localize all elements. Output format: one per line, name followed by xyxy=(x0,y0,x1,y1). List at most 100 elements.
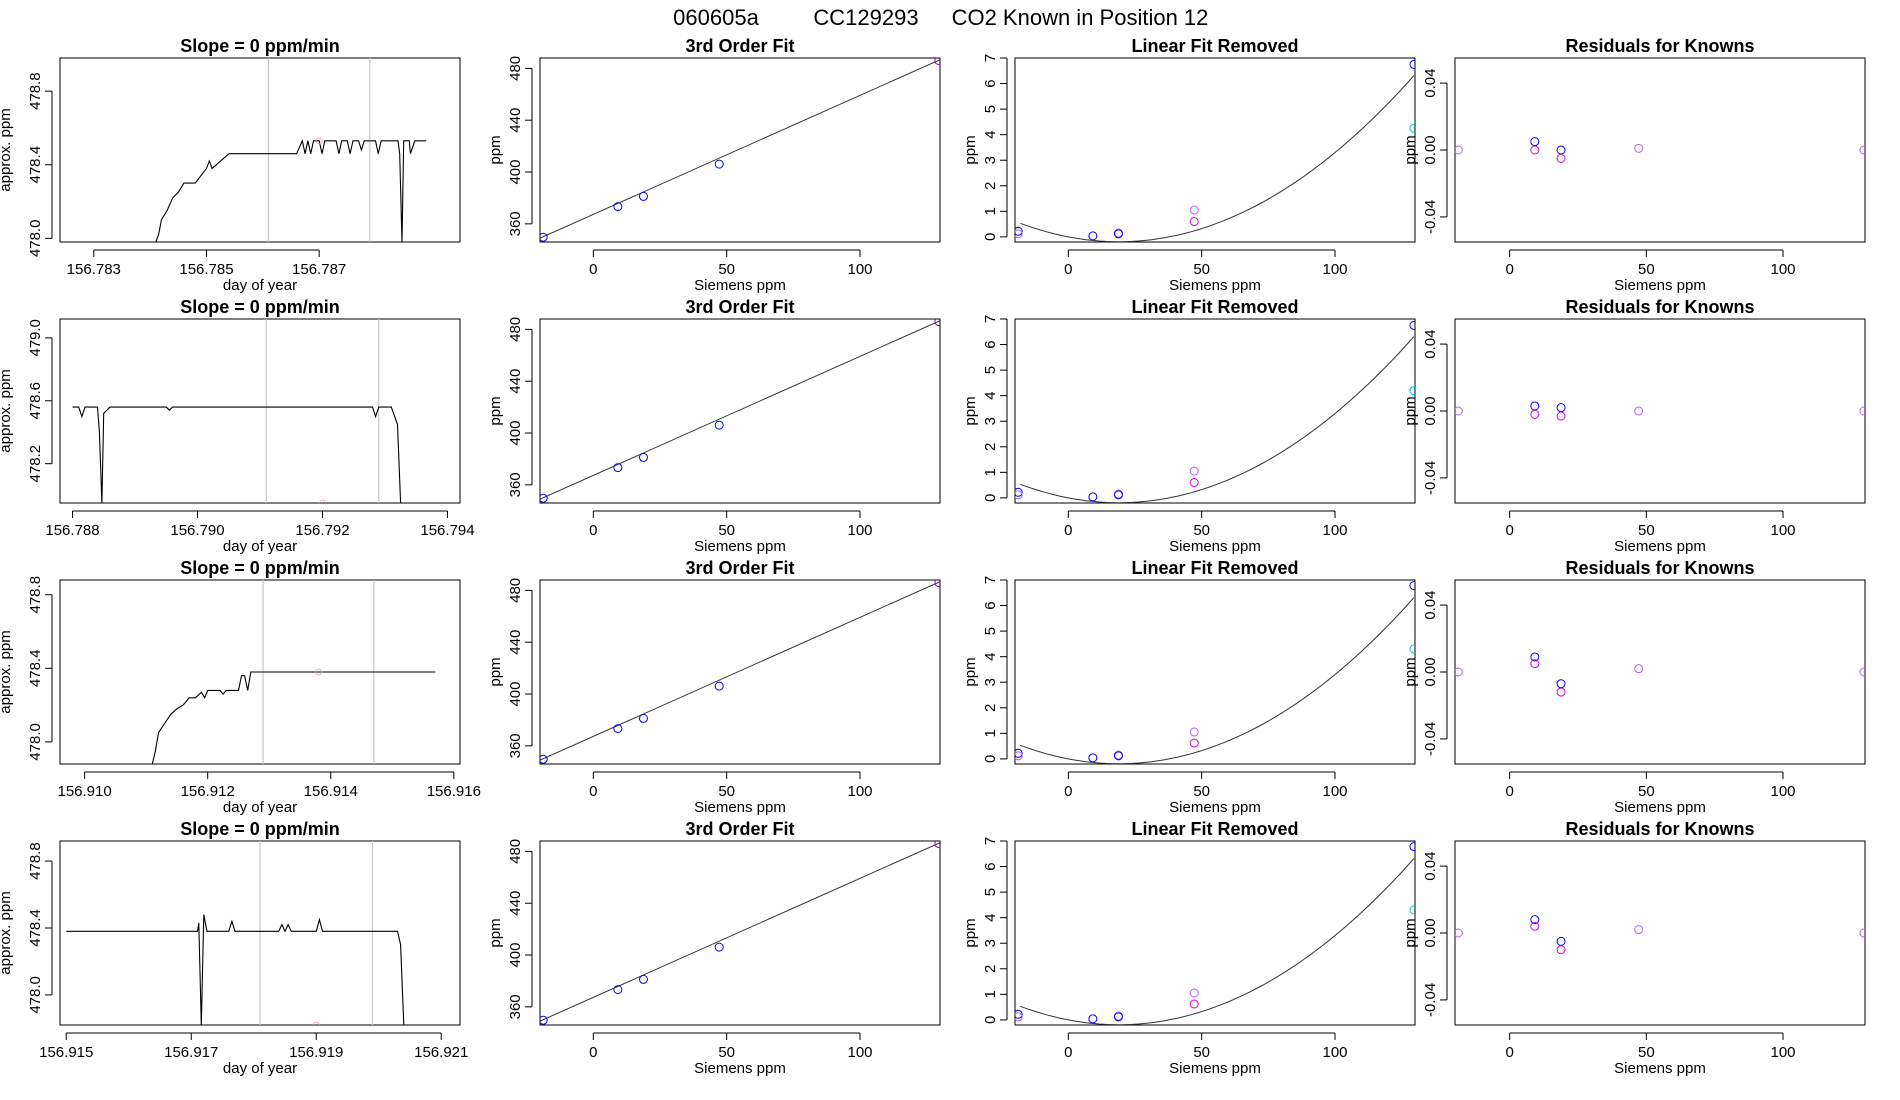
x-tick-label: 0 xyxy=(1505,522,1513,539)
y-tick-label: 440 xyxy=(507,108,524,133)
y-tick-label: 440 xyxy=(507,630,524,655)
plot-frame xyxy=(539,579,941,765)
panel-res-1: Residuals for Knowns 0 50 100 Siemens ppm -0.… xyxy=(1402,36,1866,294)
y-tick-label: 478.4 xyxy=(27,650,44,688)
removed-point xyxy=(1189,478,1199,488)
y-tick-label: 4 xyxy=(982,391,999,399)
x-tick-label: 156.787 xyxy=(292,261,346,278)
panel-res-4: Residuals for Knowns 0 50 100 Siemens ppm -0.… xyxy=(1402,819,1866,1077)
y-tick-label: 0.00 xyxy=(1422,396,1439,425)
x-tick-label: 50 xyxy=(1193,261,1210,278)
y-tick-label: 480 xyxy=(507,839,524,864)
x-axis-label: day of year xyxy=(223,538,297,555)
y-axis-label: approx. ppm xyxy=(0,891,14,974)
y-tick-label: 3 xyxy=(982,156,999,164)
y-tick-label: 400 xyxy=(507,943,524,968)
y-tick-label: 480 xyxy=(507,578,524,603)
x-tick-label: 50 xyxy=(718,261,735,278)
y-tick-label: 6 xyxy=(982,862,999,870)
x-tick-label: 156.912 xyxy=(181,783,235,800)
x-tick-label: 100 xyxy=(847,1044,872,1061)
residual-point xyxy=(1556,153,1566,163)
x-tick-label: 50 xyxy=(1193,522,1210,539)
residual-point xyxy=(1634,664,1644,674)
y-tick-label: 0.00 xyxy=(1422,657,1439,686)
y-tick-label: 5 xyxy=(982,105,999,113)
known-point xyxy=(1189,466,1199,476)
x-tick-label: 50 xyxy=(1193,783,1210,800)
x-axis-label: Siemens ppm xyxy=(1169,799,1261,816)
x-tick-label: 0 xyxy=(1064,522,1072,539)
plot-area xyxy=(540,580,940,764)
y-tick-label: 0 xyxy=(982,233,999,241)
y-tick-label: 2 xyxy=(982,443,999,451)
known-point xyxy=(1015,1009,1023,1019)
removed-point xyxy=(1409,123,1415,133)
x-axis-label: Siemens ppm xyxy=(1614,1060,1706,1077)
panel-title: 3rd Order Fit xyxy=(685,36,794,56)
plot-area xyxy=(1455,652,1865,697)
y-tick-label: 4 xyxy=(982,652,999,660)
known-point xyxy=(1113,751,1123,761)
figure-title: 060605a CC129293 CO2 Known in Position 1… xyxy=(673,5,1208,30)
y-tick-label: 478.2 xyxy=(27,445,44,483)
panel-fit-3: 3rd Order Fit 0 50 100 Siemens ppm 360 400 440 4… xyxy=(487,558,941,816)
plot-area xyxy=(540,841,940,1025)
residual-point xyxy=(1556,679,1566,689)
known-point xyxy=(1088,231,1098,241)
plot-area xyxy=(1015,320,1415,503)
x-axis-label: Siemens ppm xyxy=(1614,799,1706,816)
panel-res-2: Residuals for Knowns 0 50 100 Siemens ppm -0.… xyxy=(1402,297,1866,555)
plot-frame xyxy=(1454,57,1866,243)
panel-title: Slope = 0 ppm/min xyxy=(180,819,340,839)
x-axis-label: day of year xyxy=(223,1060,297,1077)
y-tick-label: 5 xyxy=(982,627,999,635)
panel-title: 3rd Order Fit xyxy=(685,819,794,839)
x-tick-label: 0 xyxy=(1064,783,1072,800)
x-tick-label: 100 xyxy=(1770,1044,1795,1061)
residual-point xyxy=(1530,652,1540,662)
y-tick-label: 360 xyxy=(507,733,524,758)
y-axis-label: ppm xyxy=(1402,918,1419,947)
residual-point xyxy=(1530,401,1540,411)
y-axis-label: ppm xyxy=(1402,135,1419,164)
known-point xyxy=(1409,581,1415,591)
panel-lin-3: Linear Fit Removed 0 50 100 Siemens ppm 0 1 2 3 4… xyxy=(962,558,1416,816)
y-tick-label: 4 xyxy=(982,913,999,921)
y-axis-label: approx. ppm xyxy=(0,630,14,713)
plot-area xyxy=(1455,401,1865,421)
known-point xyxy=(638,713,648,723)
x-tick-label: 156.790 xyxy=(170,522,224,539)
residual-point xyxy=(1556,411,1566,421)
known-point-overlay xyxy=(934,58,940,65)
x-axis-label: Siemens ppm xyxy=(694,538,786,555)
y-tick-label: 6 xyxy=(982,79,999,87)
y-tick-label: 7 xyxy=(982,576,999,584)
y-tick-label: 1 xyxy=(982,729,999,737)
x-axis-label: day of year xyxy=(223,799,297,816)
panel-time-4: Slope = 0 ppm/min 156.915 156.917 156.919 15… xyxy=(0,819,468,1077)
y-tick-label: 478.8 xyxy=(27,576,44,614)
y-tick-label: 478.4 xyxy=(27,909,44,947)
quadratic-fit-curve xyxy=(1020,336,1415,503)
residual-point xyxy=(1455,406,1463,416)
panel-title: Residuals for Knowns xyxy=(1565,819,1754,839)
y-axis-label: ppm xyxy=(1402,396,1419,425)
y-tick-label: 480 xyxy=(507,56,524,81)
plot-area xyxy=(540,58,940,242)
residual-point xyxy=(1634,925,1644,935)
x-tick-label: 50 xyxy=(718,1044,735,1061)
removed-point xyxy=(1189,999,1199,1009)
plot-area xyxy=(66,841,410,1025)
residual-point xyxy=(1634,406,1644,416)
known-point xyxy=(540,493,548,503)
residual-point xyxy=(1859,406,1865,416)
known-point xyxy=(1409,842,1415,852)
panel-title: Residuals for Knowns xyxy=(1565,558,1754,578)
y-tick-label: 0.04 xyxy=(1422,590,1439,619)
x-tick-label: 156.788 xyxy=(45,522,99,539)
panel-fit-2: 3rd Order Fit 0 50 100 Siemens ppm 360 400 440 4… xyxy=(487,297,941,555)
x-tick-label: 0 xyxy=(1505,1044,1513,1061)
y-tick-label: 478.4 xyxy=(27,146,44,184)
known-point xyxy=(1015,229,1023,239)
